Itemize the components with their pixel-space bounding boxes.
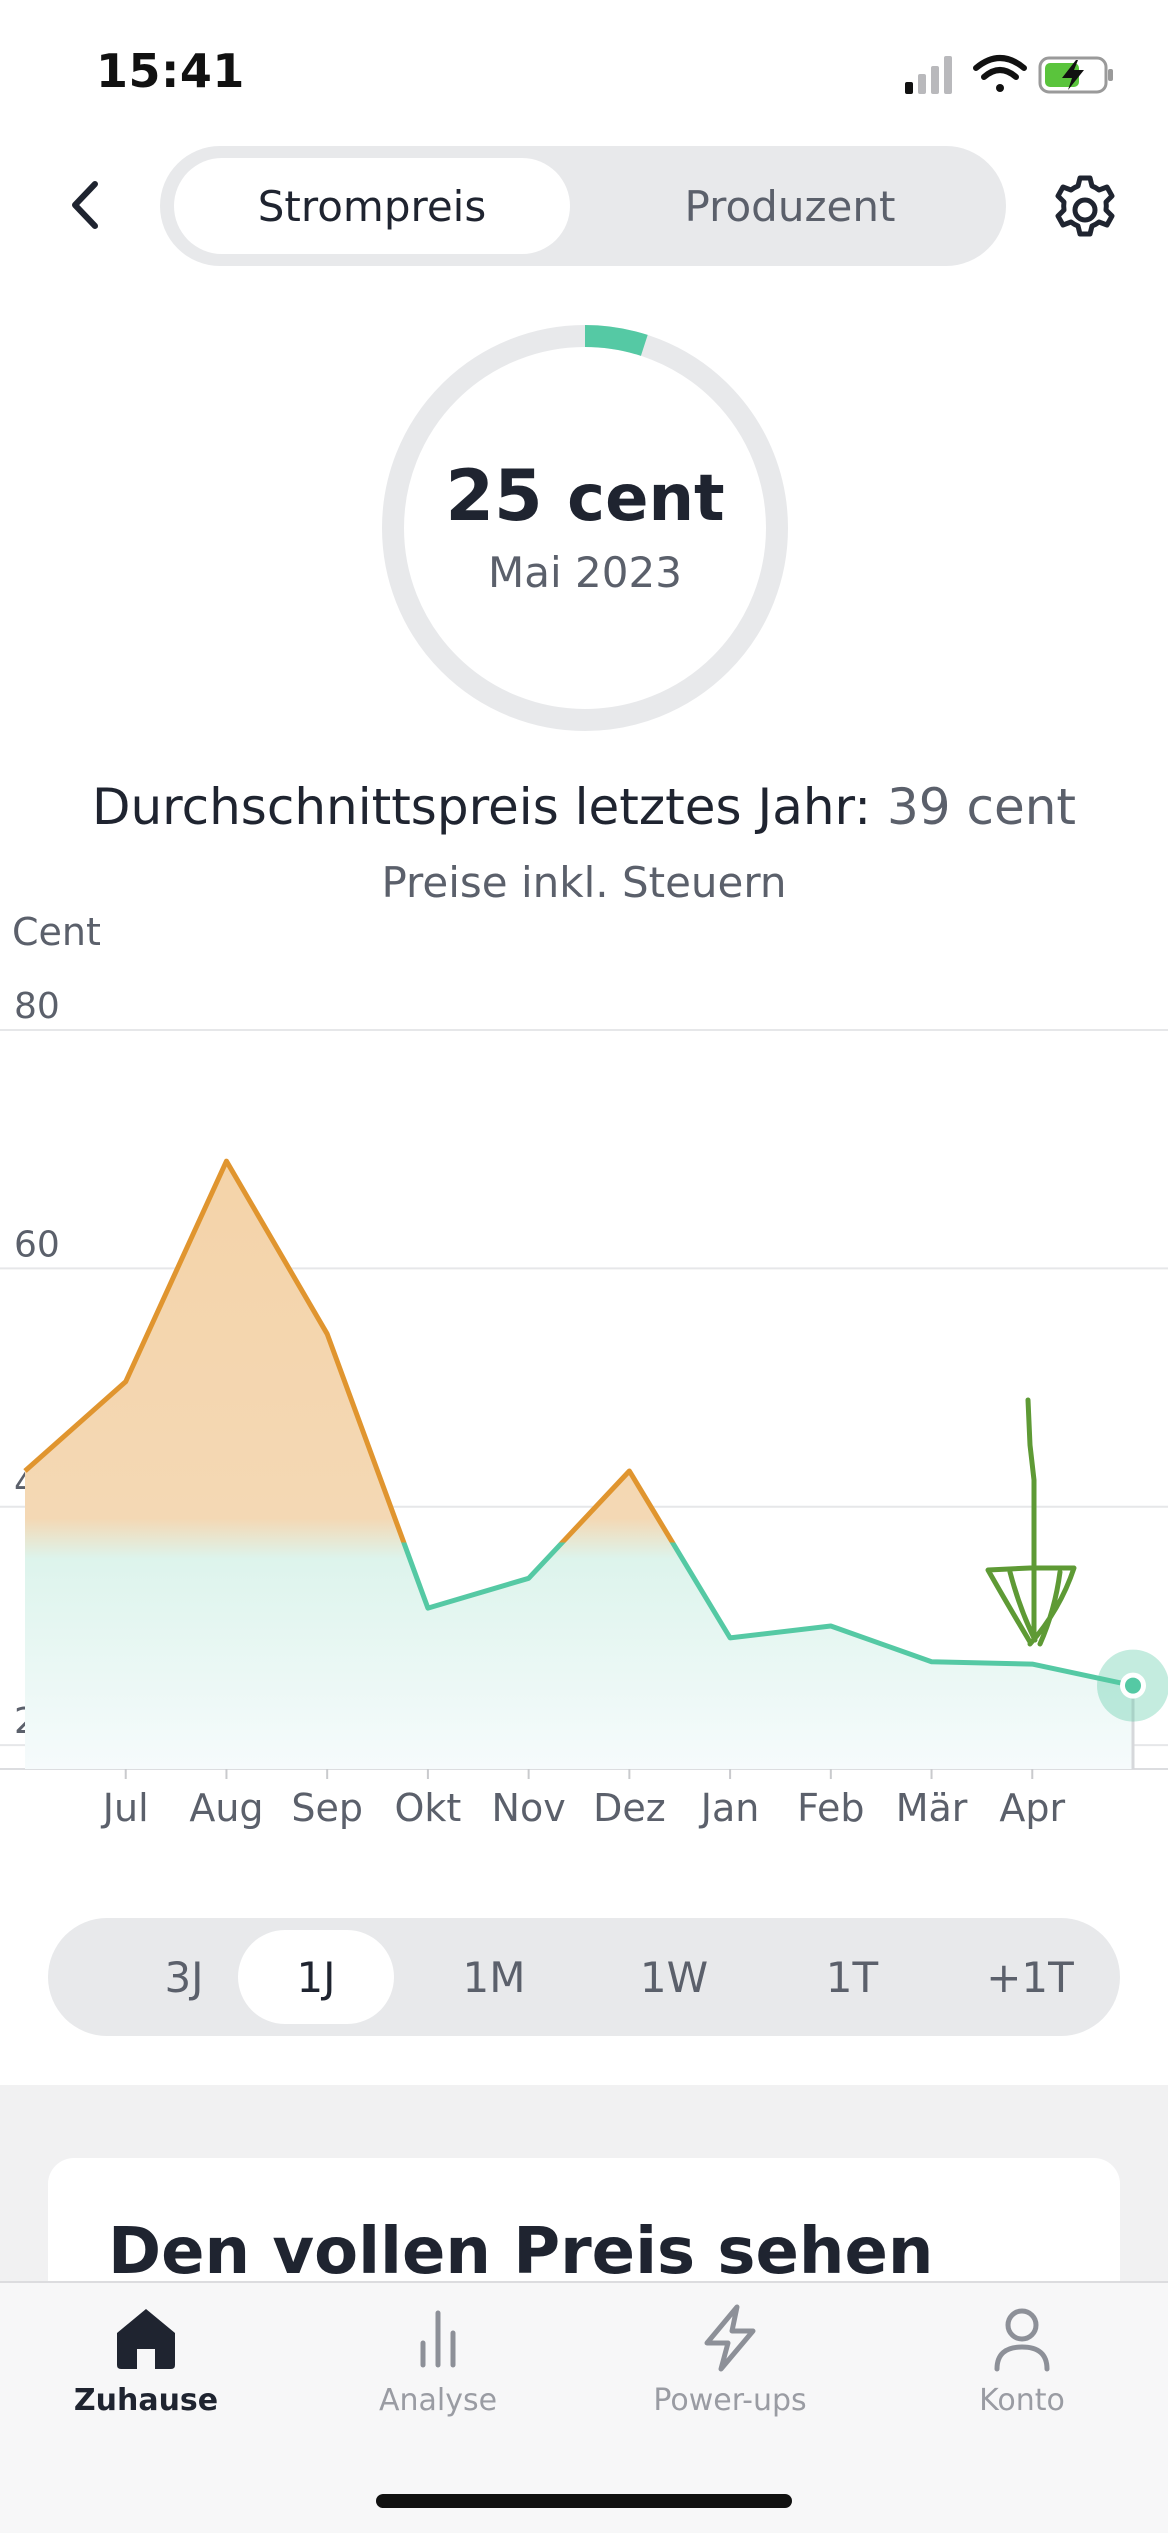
x-tick-label: Mär	[896, 1786, 968, 1830]
lightning-icon	[704, 2304, 756, 2372]
current-price-date: Mai 2023	[488, 548, 682, 597]
home-icon	[117, 2309, 175, 2369]
battery-charging-icon	[1038, 56, 1113, 94]
status-time: 15:41	[96, 44, 245, 98]
x-tick-label: Feb	[797, 1786, 864, 1830]
data-point	[324, 1331, 330, 1337]
range-1d[interactable]: 1T	[825, 1952, 879, 2002]
range-3y[interactable]: 3J	[164, 1952, 204, 2002]
average-price: Durchschnittspreis letztes Jahr: 39 cent	[0, 778, 1168, 836]
tax-note: Preise inkl. Steuern	[381, 858, 787, 907]
tab-power-ups[interactable]: Power-ups	[584, 2303, 876, 2443]
gear-icon	[1055, 175, 1115, 237]
price-area	[25, 1161, 1133, 1769]
current-marker-dot	[1125, 1677, 1141, 1694]
price-chart[interactable]: 80604020JulAugSepOktNovDezJanFebMärApr	[0, 960, 1168, 1850]
current-price-value: 25	[445, 455, 543, 537]
tab-zuhause[interactable]: Zuhause	[0, 2303, 292, 2443]
data-point	[727, 1635, 733, 1641]
data-point	[526, 1575, 532, 1581]
wifi-icon	[973, 55, 1027, 92]
home-indicator	[376, 2494, 792, 2508]
cellular-signal-icon	[905, 56, 952, 94]
settings-button[interactable]	[1040, 170, 1130, 250]
range-1w[interactable]: 1W	[639, 1952, 709, 2002]
data-point	[929, 1659, 935, 1665]
x-tick-label: Dez	[593, 1786, 666, 1830]
tab-produzent[interactable]: Produzent	[684, 181, 896, 231]
y-tick-label: 80	[14, 986, 60, 1027]
data-point	[22, 1468, 28, 1474]
chart-y-unit: Cent	[12, 910, 101, 954]
data-point	[828, 1623, 834, 1629]
person-icon	[994, 2308, 1050, 2372]
tab-label: Analyse	[378, 2383, 498, 2418]
price-gauge	[382, 325, 788, 731]
back-button[interactable]	[50, 170, 120, 240]
tab-label: Zuhause	[73, 2383, 219, 2418]
average-price-label: Durchschnittspreis letztes Jahr:	[91, 778, 872, 836]
range-next-day[interactable]: +1T	[986, 1952, 1074, 2002]
data-point	[425, 1605, 431, 1611]
current-price-unit: cent	[567, 462, 725, 536]
status-icons	[905, 55, 1113, 94]
range-1y[interactable]: 1J	[238, 1930, 394, 2024]
price-line	[23, 1158, 1134, 1689]
view-toggle: Strompreis Produzent	[160, 146, 1006, 266]
gauge-progress-arc	[382, 325, 788, 731]
x-tick-label: Sep	[291, 1786, 363, 1830]
annotation-arrow	[985, 1397, 1077, 1647]
tab-strompreis[interactable]: Strompreis	[174, 158, 570, 254]
data-point	[223, 1158, 229, 1164]
range-1m[interactable]: 1M	[462, 1952, 526, 2002]
average-price-value: 39 cent	[886, 778, 1077, 836]
time-range-selector: 3J 1J 1M 1W 1T +1T	[48, 1918, 1120, 2036]
x-tick-label: Aug	[189, 1786, 263, 1830]
bar-chart-icon	[420, 2310, 456, 2368]
data-point	[1029, 1661, 1035, 1667]
tab-analyse[interactable]: Analyse	[292, 2303, 584, 2443]
x-tick-label: Okt	[394, 1786, 461, 1830]
x-tick-label: Jan	[699, 1786, 760, 1830]
promo-card-title: Den vollen Preis sehen	[108, 2215, 934, 2289]
tab-label: Konto	[979, 2383, 1065, 2418]
bottom-tab-bar: Zuhause Analyse Power-ups Konto	[0, 2281, 1168, 2533]
data-point	[123, 1379, 129, 1385]
current-price: 25 cent	[375, 455, 795, 537]
x-tick-label: Jul	[101, 1786, 149, 1830]
x-tick-label: Apr	[999, 1786, 1065, 1830]
tab-label: Power-ups	[653, 2383, 807, 2418]
tab-konto[interactable]: Konto	[876, 2303, 1168, 2443]
data-point	[626, 1468, 632, 1474]
chevron-left-icon	[72, 181, 98, 229]
x-tick-label: Nov	[492, 1786, 566, 1830]
y-tick-label: 60	[14, 1224, 60, 1265]
